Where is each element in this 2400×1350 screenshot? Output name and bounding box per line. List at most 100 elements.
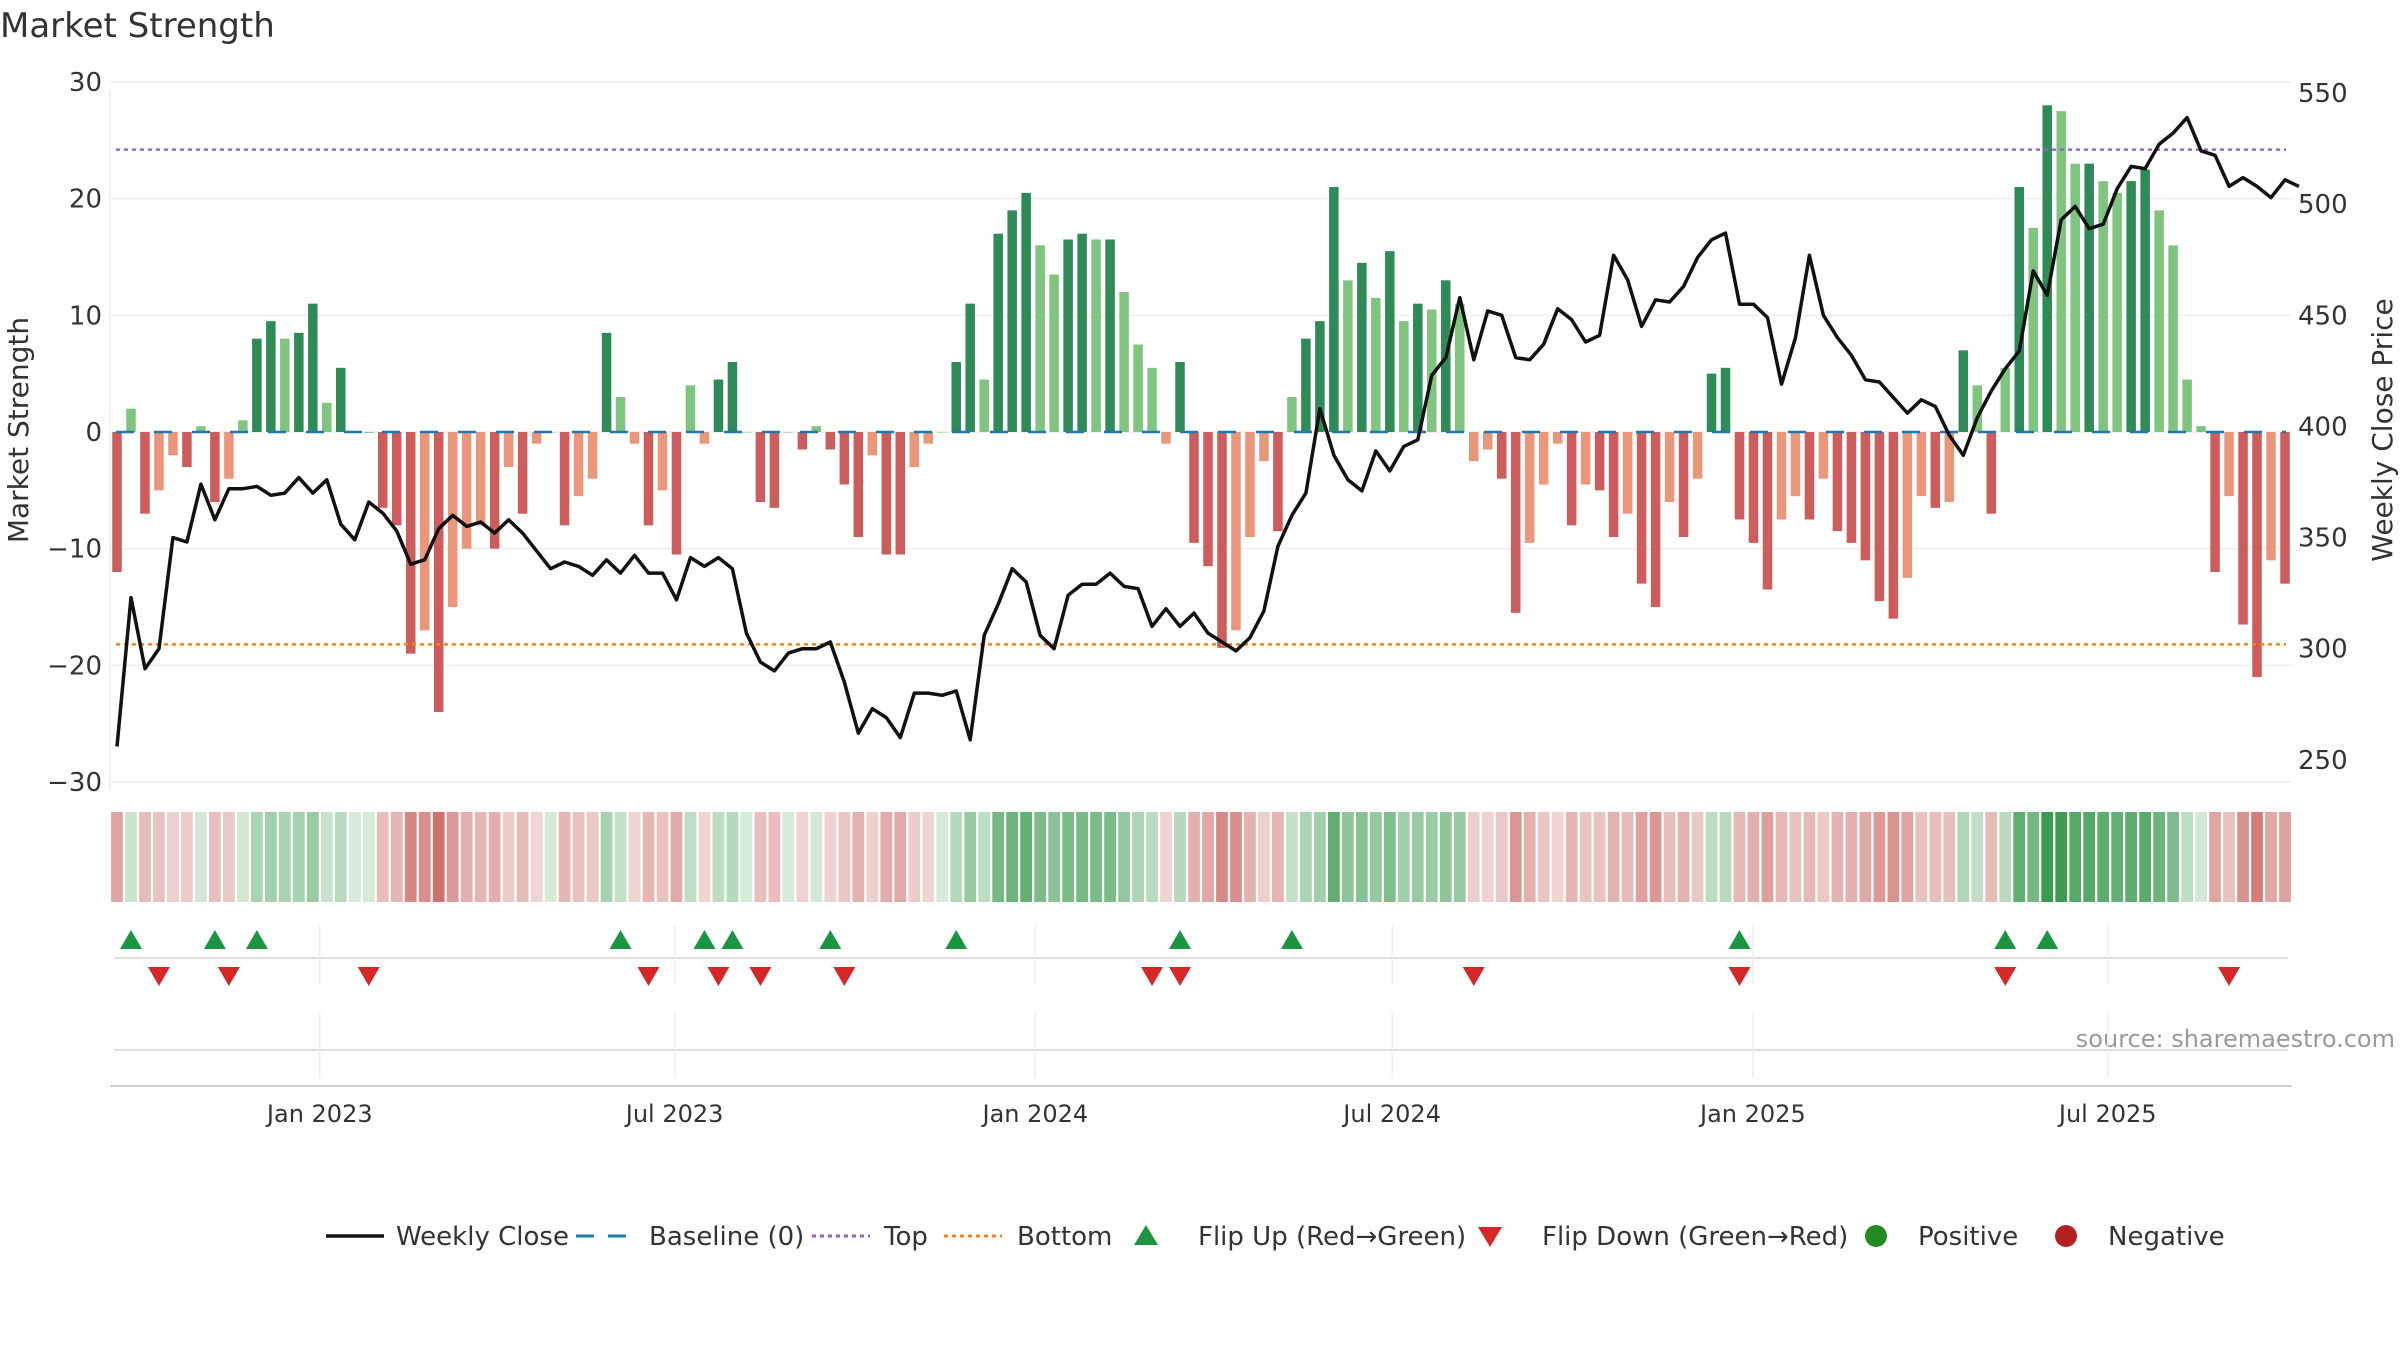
strength-bar — [1818, 432, 1829, 479]
flip-up-marker — [693, 930, 716, 949]
flip-down-marker — [217, 967, 240, 986]
flip-up-marker — [819, 930, 842, 949]
strength-bar — [1720, 367, 1731, 432]
heat-cell — [544, 812, 557, 902]
strength-bar — [2196, 426, 2206, 432]
heat-cell — [1453, 812, 1466, 902]
y-tick-right: 350 — [2298, 524, 2348, 554]
legend-label: Bottom — [1017, 1222, 1112, 1252]
strength-bar — [741, 432, 752, 433]
heat-cell — [1300, 812, 1312, 902]
flip-down-marker — [357, 967, 380, 986]
strength-bar — [112, 432, 122, 572]
heat-cell — [1579, 812, 1592, 902]
heat-cell — [474, 812, 487, 902]
x-tick-label: Jul 2025 — [2057, 1100, 2157, 1128]
heat-cell — [1817, 812, 1830, 902]
heat-cell — [1034, 812, 1047, 902]
heat-cell — [1244, 812, 1256, 902]
heat-cell — [1314, 812, 1326, 902]
strength-bar — [2014, 187, 2025, 432]
heat-cell — [1887, 812, 1900, 902]
strength-bar — [839, 432, 850, 485]
heat-strip — [111, 812, 2291, 902]
heat-cell — [2167, 812, 2179, 902]
flip-down-marker — [833, 967, 856, 986]
strength-bar — [1287, 397, 1297, 432]
heat-cell — [1439, 812, 1452, 902]
heat-cell — [880, 812, 893, 902]
heat-cell — [292, 812, 305, 902]
strength-bar — [685, 385, 696, 432]
heat-cell — [1831, 812, 1844, 902]
heat-cell — [1775, 812, 1788, 902]
heat-cell — [1635, 812, 1648, 902]
strength-bar — [2210, 432, 2220, 572]
flip-down-marker — [147, 967, 170, 986]
heat-cell — [1677, 812, 1690, 902]
strength-bar — [2238, 432, 2248, 625]
strength-bar — [1860, 432, 1871, 561]
strength-bar — [727, 362, 738, 432]
heat-cell — [1230, 812, 1242, 902]
strength-bar — [1147, 367, 1157, 432]
y-axis-right-label: Weekly Close Price — [2366, 298, 2399, 561]
heat-cell — [153, 812, 165, 902]
y-tick-left: −10 — [47, 535, 102, 565]
strength-bar — [1524, 432, 1535, 543]
reference-lines — [116, 148, 2286, 646]
bars-layer — [112, 105, 2290, 712]
strength-bar — [140, 432, 150, 514]
strength-bar — [531, 432, 542, 444]
flip-down-marker — [749, 967, 772, 986]
legend: Weekly Close Baseline (0) Top Bottom Flip Up… — [326, 1222, 2225, 1252]
strength-bar — [1678, 432, 1689, 537]
right-ticks: 250 300 350 400 450 500 550 — [2298, 79, 2348, 776]
heat-cell — [1328, 812, 1340, 902]
strength-bar — [1203, 432, 1213, 567]
y-tick-left: 30 — [69, 68, 102, 98]
heat-cell — [264, 812, 277, 902]
strength-bar — [1776, 432, 1787, 520]
heat-cell — [2237, 812, 2249, 902]
strength-bar — [1189, 432, 1199, 543]
legend-swatch-circle — [1865, 1225, 1887, 1247]
strength-bar — [1329, 187, 1339, 432]
strength-bar — [1958, 350, 1969, 432]
strength-bar — [336, 367, 346, 432]
heat-cell — [404, 812, 417, 902]
heat-cell — [2125, 812, 2138, 902]
heat-cell — [1006, 812, 1019, 902]
heat-cell — [2097, 812, 2110, 902]
y-tick-left: 10 — [69, 301, 102, 331]
heat-cell — [586, 812, 599, 902]
heat-cell — [390, 812, 403, 902]
strength-bar — [2056, 111, 2066, 433]
y-tick-left: 0 — [85, 418, 102, 448]
heat-cell — [2265, 812, 2277, 902]
strength-bar — [1315, 321, 1325, 432]
y-tick-left: −20 — [47, 651, 102, 681]
strength-bar — [168, 432, 178, 456]
heat-cell — [1174, 812, 1186, 902]
strength-bar — [1119, 292, 1129, 432]
heat-cell — [1132, 812, 1144, 902]
strength-bar — [1790, 432, 1801, 497]
strength-bar — [1496, 432, 1507, 479]
heat-cell — [2251, 812, 2263, 902]
flip-down-marker — [707, 967, 730, 986]
y-tick-right: 400 — [2298, 412, 2348, 442]
heat-cell — [782, 812, 795, 902]
heat-cell — [866, 812, 879, 902]
strength-bar — [615, 397, 626, 432]
strength-bar — [1832, 432, 1843, 532]
strength-bar — [1916, 432, 1927, 497]
flip-down-marker — [637, 967, 660, 986]
strength-bar — [1049, 274, 1059, 432]
strength-bar — [447, 432, 458, 607]
heat-cell — [1901, 812, 1914, 902]
flip-up-marker — [945, 930, 968, 949]
heat-cell — [111, 812, 123, 902]
flip-down-marker — [2218, 967, 2241, 986]
heat-cell — [1929, 812, 1942, 902]
